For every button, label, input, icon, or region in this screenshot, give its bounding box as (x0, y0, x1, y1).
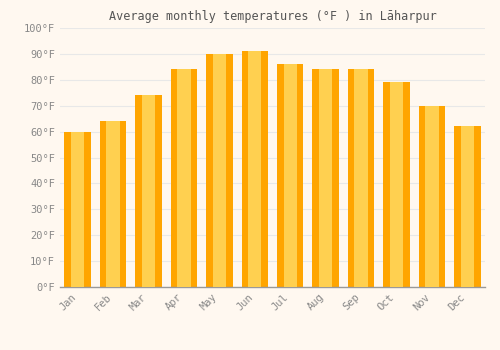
Bar (100, 121, 126, 287)
Bar (390, 82, 403, 287)
Bar (312, 69, 339, 287)
Bar (348, 69, 374, 287)
Bar (242, 51, 268, 287)
Bar (425, 106, 438, 287)
Bar (206, 54, 233, 287)
Bar (454, 126, 480, 287)
Bar (64, 132, 91, 287)
Bar (284, 64, 297, 287)
Bar (418, 106, 445, 287)
Title: Average monthly temperatures (°F ) in Lāharpur: Average monthly temperatures (°F ) in Lā… (108, 10, 436, 23)
Bar (354, 69, 368, 287)
Bar (170, 69, 197, 287)
Bar (248, 51, 262, 287)
Bar (71, 132, 85, 287)
Bar (383, 82, 409, 287)
Bar (212, 54, 226, 287)
Bar (178, 69, 190, 287)
Bar (319, 69, 332, 287)
Bar (142, 95, 155, 287)
Bar (460, 126, 474, 287)
Bar (136, 95, 162, 287)
Bar (277, 64, 303, 287)
Bar (106, 121, 120, 287)
